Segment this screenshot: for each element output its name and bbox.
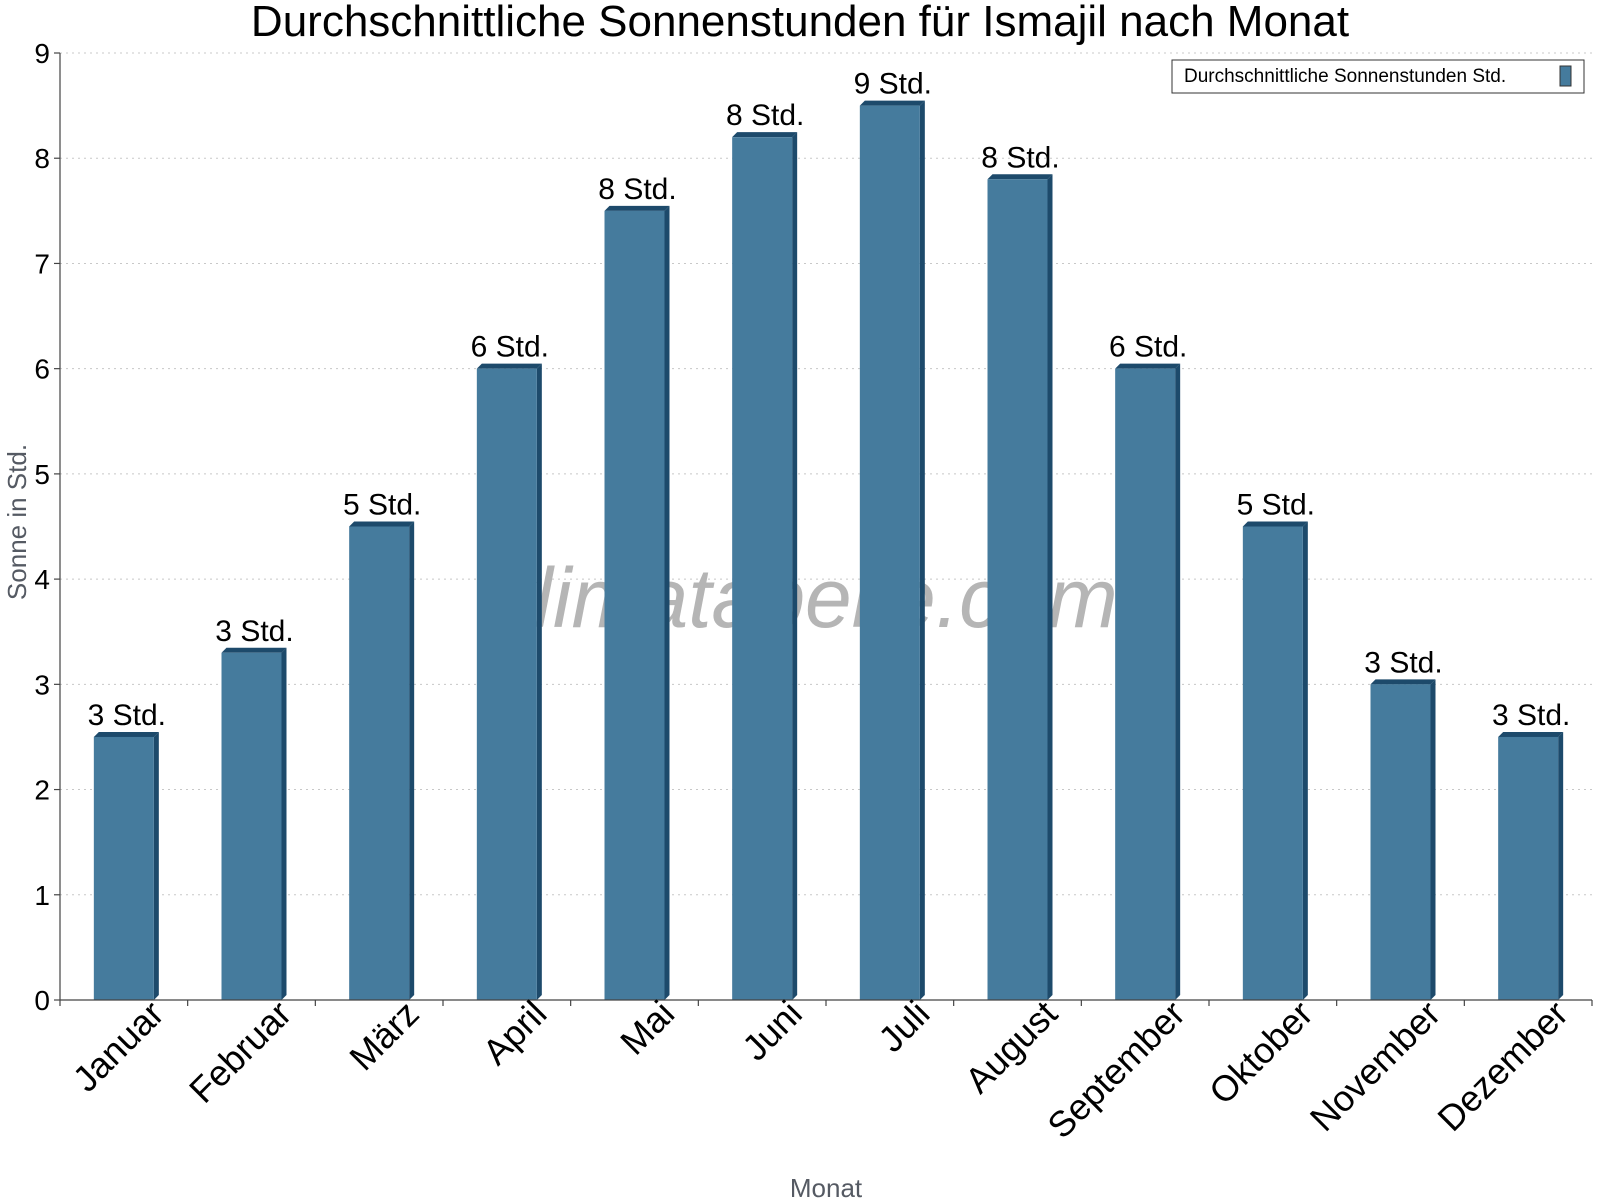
y-tick-label-5: 5	[34, 459, 50, 490]
value-label-1: 3 Std.	[215, 615, 293, 648]
legend: Durchschnittliche Sonnenstunden Std.	[1171, 59, 1585, 94]
bar-februar	[221, 647, 287, 1000]
bar-face-0	[93, 736, 154, 1000]
x-tick-label-2: März	[341, 993, 427, 1079]
x-tick-label-11: Dezember	[1429, 993, 1575, 1139]
bar-side-3	[536, 363, 542, 1001]
value-label-6: 9 Std.	[854, 68, 932, 101]
y-tick-label-9: 9	[34, 38, 50, 69]
bar-face-11	[1498, 736, 1559, 1000]
y-tick-label-8: 8	[34, 143, 50, 174]
bar-mai	[604, 205, 670, 1001]
x-tick-label-5: Juni	[734, 993, 810, 1069]
y-tick-label-0: 0	[34, 985, 50, 1016]
legend-swatch	[1559, 65, 1572, 87]
x-tick-label-8: September	[1039, 993, 1193, 1147]
bar-face-5	[732, 137, 793, 1000]
bar-top-9	[1242, 521, 1308, 527]
legend-entry-label: Durchschnittliche Sonnenstunden Std.	[1184, 66, 1506, 87]
bar-face-6	[859, 105, 920, 1001]
bar-juli	[859, 100, 925, 1001]
x-tick-label-7: August	[957, 993, 1065, 1101]
bar-face-4	[604, 210, 665, 1001]
x-tick-label-0: Januar	[65, 993, 172, 1100]
bar-side-6	[919, 100, 925, 1001]
bar-side-7	[1047, 174, 1053, 1000]
bar-september	[1115, 363, 1181, 1001]
bar-face-1	[221, 652, 282, 1000]
bar-side-5	[792, 132, 798, 1000]
bar-side-9	[1302, 521, 1308, 1000]
x-tick-label-1: Februar	[181, 993, 299, 1111]
y-tick-labels: 0 1 2 3 4 5 6 7 8 9	[34, 38, 50, 1016]
bars	[93, 100, 1564, 1001]
value-label-10: 3 Std.	[1364, 646, 1442, 679]
bar-juni	[732, 132, 798, 1000]
y-tick-label-1: 1	[34, 880, 50, 911]
bar-face-10	[1370, 684, 1431, 1000]
bar-top-10	[1370, 679, 1436, 685]
x-axis-label: Monat	[790, 1173, 863, 1200]
bar-side-10	[1430, 679, 1436, 1000]
bar-side-0	[153, 731, 159, 1000]
bar-top-5	[732, 132, 798, 138]
bar-oktober	[1242, 521, 1308, 1000]
x-tick-label-3: April	[475, 993, 555, 1073]
x-tick-label-4: Mai	[612, 993, 682, 1063]
bar-märz	[349, 521, 415, 1000]
value-label-2: 5 Std.	[343, 489, 421, 522]
bar-top-7	[987, 174, 1053, 180]
value-label-0: 3 Std.	[88, 699, 166, 732]
bar-top-3	[476, 363, 542, 369]
grid-lines	[60, 52, 1592, 896]
y-tick-label-7: 7	[34, 248, 50, 279]
y-tick-label-3: 3	[34, 669, 50, 700]
bar-side-2	[409, 521, 415, 1000]
bar-side-11	[1558, 731, 1564, 1000]
bar-face-2	[349, 526, 410, 1000]
x-tick-label-6: Juli	[870, 993, 937, 1060]
bar-face-3	[476, 368, 537, 1001]
x-tick-label-10: November	[1302, 993, 1448, 1139]
legend-box	[1171, 59, 1585, 94]
value-label-8: 6 Std.	[1109, 331, 1187, 364]
chart-title: Durchschnittliche Sonnenstunden für Isma…	[251, 0, 1349, 46]
bar-top-0	[93, 731, 159, 737]
y-tick-label-6: 6	[34, 354, 50, 385]
bar-top-4	[604, 205, 670, 211]
value-label-7: 8 Std.	[981, 141, 1059, 174]
value-label-11: 3 Std.	[1492, 699, 1570, 732]
y-axis-label: Sonne in Std.	[2, 444, 32, 600]
bar-januar	[93, 731, 159, 1000]
value-label-3: 6 Std.	[471, 331, 549, 364]
x-tick-label-9: Oktober	[1201, 993, 1321, 1113]
bar-top-2	[349, 521, 415, 527]
bar-november	[1370, 679, 1436, 1000]
bar-face-9	[1242, 526, 1303, 1000]
bar-top-11	[1498, 731, 1564, 737]
y-tick-label-2: 2	[34, 775, 50, 806]
bar-april	[476, 363, 542, 1001]
bar-top-8	[1115, 363, 1181, 369]
bar-august	[987, 174, 1053, 1000]
value-label-9: 5 Std.	[1237, 489, 1315, 522]
bar-face-8	[1115, 368, 1176, 1001]
bar-side-8	[1175, 363, 1181, 1001]
bar-dezember	[1498, 731, 1564, 1000]
bar-side-4	[664, 205, 670, 1001]
value-labels: 3 Std. 3 Std. 5 Std. 6 Std. 8 Std. 8 Std. 9 St…	[88, 68, 1571, 732]
bar-side-1	[281, 647, 287, 1000]
bar-face-7	[987, 179, 1048, 1000]
y-tick-label-4: 4	[34, 564, 50, 595]
bar-top-1	[221, 647, 287, 653]
x-tick-labels: Januar Februar März April Mai Juni Juli AugustS…	[65, 993, 1576, 1147]
axes	[54, 52, 1593, 1006]
bar-top-6	[859, 100, 925, 106]
value-label-5: 8 Std.	[726, 99, 804, 132]
value-label-4: 8 Std.	[598, 173, 676, 206]
